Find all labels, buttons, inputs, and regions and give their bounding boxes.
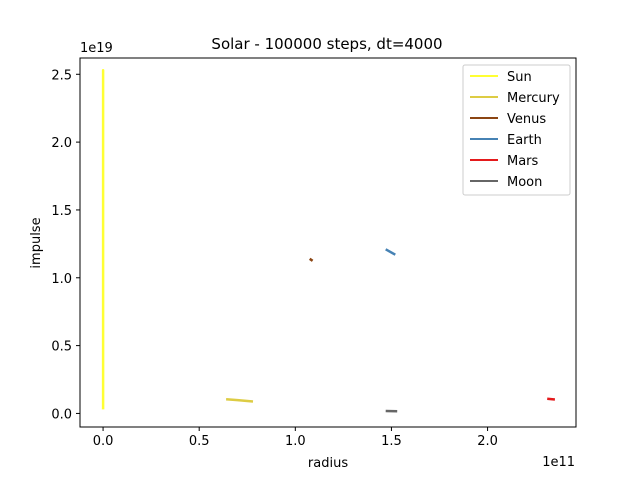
- series-line-venus: [308, 257, 314, 262]
- legend: Sun Mercury Venus Earth Mars Moon: [462, 64, 571, 196]
- legend-label: Mercury: [507, 91, 560, 106]
- legend-label: Sun: [507, 70, 532, 85]
- y-axis: 0.0 0.5 1.0 1.5 2.0 2.5: [51, 68, 80, 422]
- series-line-earth: [385, 248, 396, 256]
- x-offset-label: 1e11: [542, 455, 575, 470]
- y-tick-label: 2.0: [51, 136, 72, 151]
- legend-label: Mars: [507, 154, 539, 169]
- y-tick-label: 0.5: [51, 340, 72, 355]
- legend-label: Venus: [507, 112, 546, 127]
- x-tick-label: 1.0: [285, 434, 306, 449]
- chart-title: Solar - 100000 steps, dt=4000: [211, 35, 442, 53]
- x-tick-label: 0.0: [93, 434, 114, 449]
- plot-frame: [79, 57, 577, 428]
- x-axis-label: radius: [308, 456, 348, 471]
- x-tick-label: 0.5: [189, 434, 210, 449]
- series-line-mars: [547, 397, 556, 401]
- legend-label: Moon: [507, 175, 542, 190]
- y-offset-label: 1e19: [80, 41, 113, 56]
- y-tick-label: 0.0: [51, 407, 72, 422]
- y-tick-label: 1.5: [51, 204, 72, 219]
- series-line-mercury: [226, 397, 254, 403]
- legend-label: Earth: [507, 133, 542, 148]
- x-axis: 0.0 0.5 1.0 1.5 2.0: [93, 427, 498, 449]
- y-tick-label: 2.5: [51, 68, 72, 83]
- plot-lines: [101, 68, 556, 413]
- x-tick-label: 2.0: [477, 434, 498, 449]
- y-axis-label: impulse: [29, 217, 44, 268]
- y-tick-label: 1.0: [51, 272, 72, 287]
- x-tick-label: 1.5: [381, 434, 402, 449]
